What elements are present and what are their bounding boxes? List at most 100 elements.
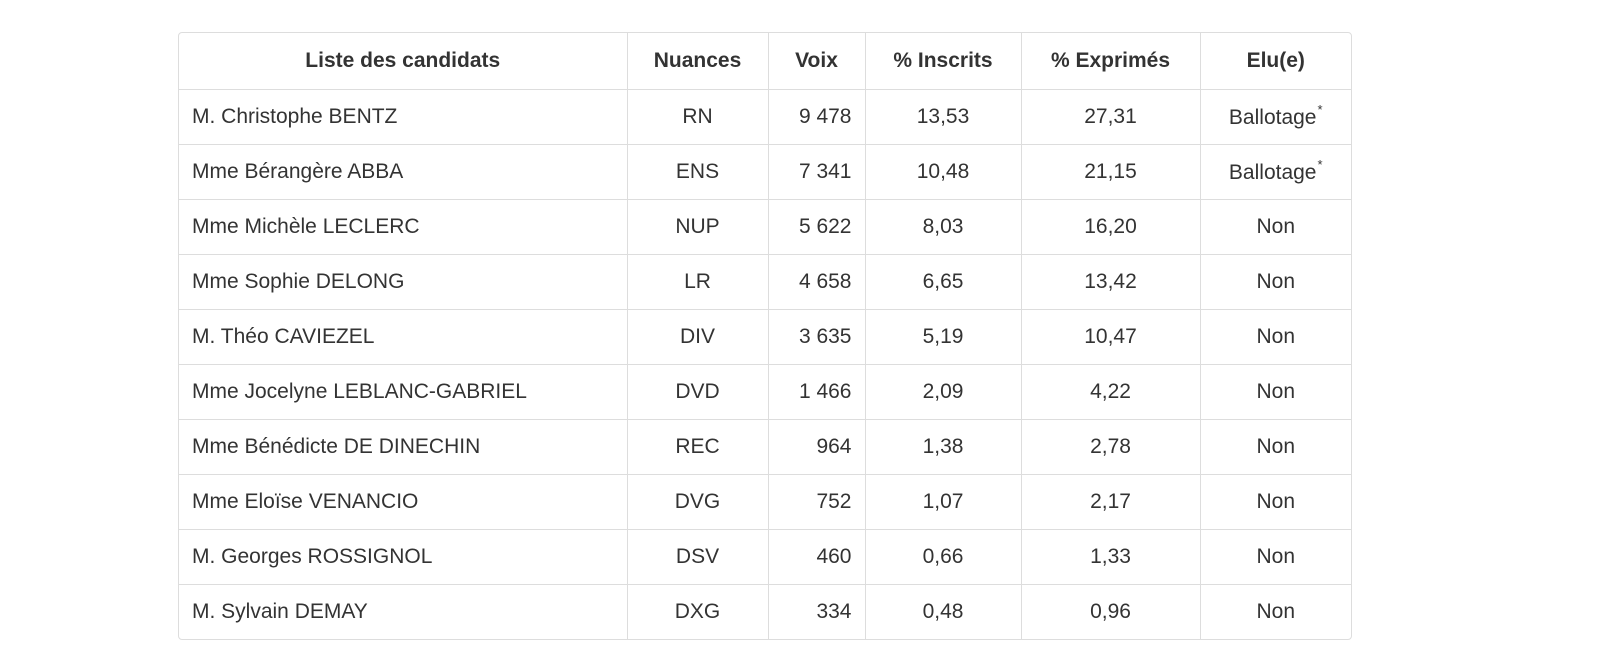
- footnote-mark: *: [1317, 156, 1323, 172]
- candidate-exprimes-cell: 0,96: [1021, 584, 1201, 639]
- candidate-elu: Non: [1256, 599, 1296, 623]
- candidate-voix-cell: 752: [768, 474, 866, 530]
- candidate-nuance-cell: ENS: [627, 144, 769, 200]
- candidate-voix: 9 478: [798, 104, 852, 128]
- candidate-nuance-cell: LR: [627, 254, 769, 310]
- candidate-name-cell: M. Sylvain DEMAY: [179, 584, 628, 639]
- table-row: Mme Bérangère ABBA ENS 7 341 10,48 21,15 Ball…: [179, 144, 1351, 200]
- candidate-nuance-cell: DVD: [627, 364, 769, 420]
- candidate-voix-cell: 964: [768, 419, 866, 475]
- candidate-voix-cell: 5 622: [768, 199, 866, 255]
- table-row: Mme Bénédicte DE DINECHIN REC 964 1,38 2,78 N…: [179, 419, 1351, 475]
- candidate-elu: Ballotage: [1228, 105, 1317, 129]
- results-table: Liste des candidats Nuances Voix % Inscr…: [179, 33, 1351, 639]
- candidate-exprimes: 13,42: [1084, 269, 1137, 293]
- candidate-exprimes: 4,22: [1090, 379, 1131, 403]
- candidate-exprimes-cell: 13,42: [1021, 254, 1201, 310]
- candidate-nuance-cell: REC: [627, 419, 769, 475]
- candidate-voix-cell: 1 466: [768, 364, 866, 420]
- candidate-nuance: LR: [684, 269, 711, 293]
- candidate-name: Mme Bérangère ABBA: [192, 159, 404, 183]
- candidate-name: M. Georges ROSSIGNOL: [192, 544, 433, 568]
- candidate-voix: 460: [816, 544, 852, 568]
- candidate-voix: 4 658: [798, 269, 852, 293]
- candidate-name-cell: Mme Eloïse VENANCIO: [179, 474, 628, 530]
- candidate-exprimes: 2,17: [1090, 489, 1131, 513]
- candidate-name: Mme Sophie DELONG: [192, 269, 405, 293]
- candidate-elu-cell: Ballotage*: [1200, 89, 1351, 145]
- candidate-exprimes: 0,96: [1090, 599, 1131, 623]
- candidate-voix-cell: 7 341: [768, 144, 866, 200]
- candidate-name: Mme Michèle LECLERC: [192, 214, 420, 238]
- header-exprimes: % Exprimés: [1021, 33, 1201, 90]
- candidate-nuance: REC: [675, 434, 720, 458]
- candidate-inscrits-cell: 2,09: [865, 364, 1022, 420]
- candidate-voix-cell: 460: [768, 529, 866, 585]
- candidate-inscrits: 1,38: [922, 434, 964, 458]
- candidate-name: M. Théo CAVIEZEL: [192, 324, 375, 348]
- candidate-elu: Ballotage: [1228, 160, 1317, 184]
- table-row: Mme Jocelyne LEBLANC-GABRIEL DVD 1 466 2,09…: [179, 364, 1351, 420]
- candidate-elu: Non: [1256, 324, 1296, 348]
- table-row: M. Sylvain DEMAY DXG 334 0,48 0,96 Non: [179, 584, 1351, 639]
- candidate-exprimes: 16,20: [1084, 214, 1137, 238]
- candidate-inscrits: 0,48: [922, 599, 964, 623]
- candidate-name: M. Sylvain DEMAY: [192, 599, 368, 623]
- candidate-nuance: DXG: [674, 599, 721, 623]
- candidate-exprimes-cell: 4,22: [1021, 364, 1201, 420]
- candidate-nuance: DVG: [674, 489, 721, 513]
- candidate-nuance-cell: NUP: [627, 199, 769, 255]
- header-voix: Voix: [768, 33, 866, 90]
- candidate-name: Mme Bénédicte DE DINECHIN: [192, 434, 481, 458]
- candidate-exprimes-cell: 16,20: [1021, 199, 1201, 255]
- header-inscrits: % Inscrits: [865, 33, 1022, 90]
- candidate-exprimes: 10,47: [1084, 324, 1137, 348]
- candidate-elu-cell: Non: [1200, 419, 1351, 475]
- candidate-elu-cell: Non: [1200, 474, 1351, 530]
- candidate-elu-cell: Non: [1200, 254, 1351, 310]
- candidate-exprimes: 1,33: [1090, 544, 1131, 568]
- candidate-name-cell: Mme Jocelyne LEBLANC-GABRIEL: [179, 364, 628, 420]
- candidate-voix-cell: 4 658: [768, 254, 866, 310]
- candidate-voix: 334: [816, 599, 852, 623]
- candidate-name-cell: M. Théo CAVIEZEL: [179, 309, 628, 365]
- candidate-elu-cell: Non: [1200, 584, 1351, 639]
- candidate-elu-cell: Non: [1200, 309, 1351, 365]
- candidate-inscrits: 8,03: [922, 214, 964, 238]
- candidate-name: Mme Eloïse VENANCIO: [192, 489, 419, 513]
- candidate-inscrits-cell: 8,03: [865, 199, 1022, 255]
- header-elu: Elu(e): [1200, 33, 1351, 90]
- candidate-nuance: DVD: [675, 379, 720, 403]
- candidate-nuance-cell: RN: [627, 89, 769, 145]
- candidate-inscrits: 1,07: [922, 489, 964, 513]
- candidate-nuance: DIV: [679, 324, 715, 348]
- candidate-name-cell: Mme Bénédicte DE DINECHIN: [179, 419, 628, 475]
- candidate-name: M. Christophe BENTZ: [192, 104, 398, 128]
- candidate-inscrits: 6,65: [922, 269, 964, 293]
- candidate-nuance-cell: DSV: [627, 529, 769, 585]
- table-row: Mme Michèle LECLERC NUP 5 622 8,03 16,20 Non: [179, 199, 1351, 255]
- candidate-inscrits: 0,66: [922, 544, 964, 568]
- candidate-elu-cell: Non: [1200, 364, 1351, 420]
- candidate-voix: 964: [816, 434, 852, 458]
- candidate-voix-cell: 334: [768, 584, 866, 639]
- candidate-name-cell: M. Christophe BENTZ: [179, 89, 628, 145]
- candidate-exprimes-cell: 2,78: [1021, 419, 1201, 475]
- candidate-elu: Non: [1256, 489, 1296, 513]
- candidate-voix: 3 635: [798, 324, 852, 348]
- candidate-inscrits-cell: 13,53: [865, 89, 1022, 145]
- candidate-nuance: NUP: [675, 214, 720, 238]
- candidate-inscrits-cell: 0,48: [865, 584, 1022, 639]
- candidate-exprimes-cell: 1,33: [1021, 529, 1201, 585]
- candidate-voix: 5 622: [798, 214, 852, 238]
- candidate-exprimes-cell: 21,15: [1021, 144, 1201, 200]
- table-body: M. Christophe BENTZ RN 9 478 13,53 27,31 Ball…: [179, 89, 1351, 639]
- candidate-inscrits-cell: 1,07: [865, 474, 1022, 530]
- candidate-inscrits-cell: 1,38: [865, 419, 1022, 475]
- table-row: M. Georges ROSSIGNOL DSV 460 0,66 1,33 Non: [179, 529, 1351, 585]
- candidate-voix: 1 466: [798, 379, 852, 403]
- candidate-inscrits: 2,09: [922, 379, 964, 403]
- candidate-elu: Non: [1256, 434, 1296, 458]
- table-header-row: Liste des candidats Nuances Voix % Inscr…: [179, 33, 1351, 90]
- candidate-elu: Non: [1256, 214, 1296, 238]
